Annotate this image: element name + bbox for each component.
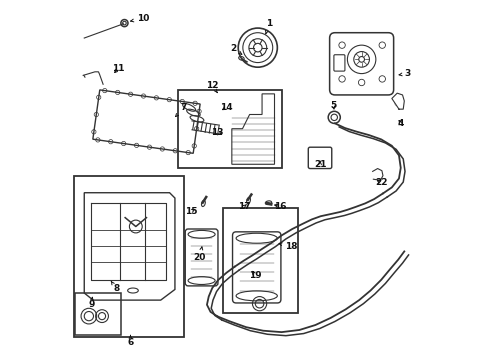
Text: 21: 21 [313, 160, 326, 169]
Text: 8: 8 [111, 281, 119, 293]
Bar [74, 176, 183, 337]
Text: 20: 20 [193, 247, 206, 262]
Polygon shape [391, 93, 404, 109]
Text: 11: 11 [111, 65, 124, 74]
Text: 5: 5 [330, 101, 335, 110]
Text: 10: 10 [131, 14, 149, 23]
Text: 12: 12 [206, 81, 218, 93]
Text: 19: 19 [248, 271, 261, 280]
Bar [223, 208, 297, 313]
Text: 17: 17 [238, 202, 250, 211]
Text: 18: 18 [278, 242, 297, 251]
Text: 3: 3 [398, 69, 410, 78]
Text: 16: 16 [273, 202, 286, 211]
Text: 7: 7 [175, 103, 187, 117]
Text: 2: 2 [230, 44, 242, 54]
Text: 22: 22 [374, 178, 387, 187]
Text: 13: 13 [211, 128, 224, 137]
Text: 6: 6 [127, 336, 133, 347]
Text: 15: 15 [184, 207, 197, 216]
Text: 9: 9 [88, 297, 94, 309]
Bar [75, 293, 121, 335]
Text: 4: 4 [397, 119, 403, 128]
Text: 1: 1 [265, 19, 272, 34]
Text: 14: 14 [220, 103, 232, 112]
Bar [178, 90, 281, 168]
